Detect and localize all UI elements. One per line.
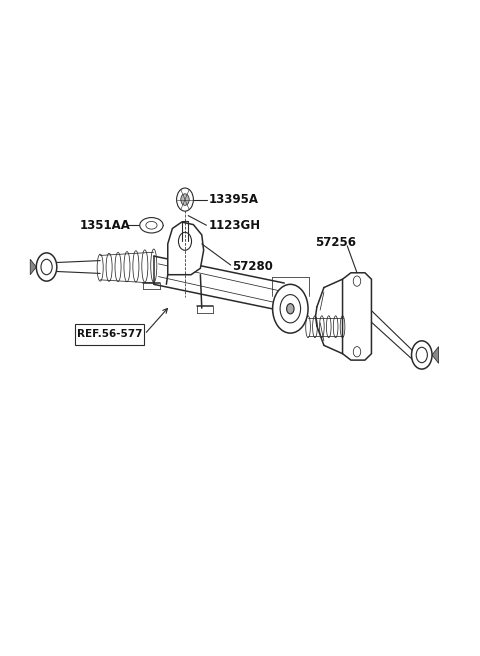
- Circle shape: [36, 253, 57, 281]
- Polygon shape: [432, 346, 439, 363]
- Circle shape: [177, 188, 193, 211]
- Text: 57280: 57280: [232, 260, 273, 274]
- Polygon shape: [30, 259, 36, 275]
- Ellipse shape: [140, 218, 163, 233]
- Polygon shape: [343, 273, 372, 360]
- Text: 13395A: 13395A: [208, 193, 258, 206]
- Text: 57256: 57256: [315, 236, 357, 249]
- Circle shape: [181, 194, 189, 205]
- Polygon shape: [168, 222, 204, 275]
- Text: 1123GH: 1123GH: [208, 218, 261, 232]
- Circle shape: [287, 304, 294, 314]
- Text: REF.56-577: REF.56-577: [77, 329, 142, 339]
- Circle shape: [273, 284, 308, 333]
- Text: 1351AA: 1351AA: [79, 218, 130, 232]
- Circle shape: [411, 341, 432, 369]
- FancyBboxPatch shape: [74, 324, 144, 344]
